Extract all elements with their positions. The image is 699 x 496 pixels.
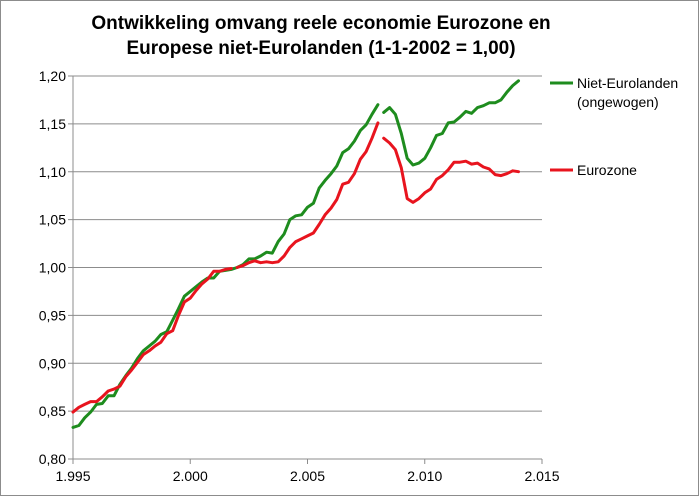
legend-label-0: Niet-Eurolanden [577,75,678,91]
series-lines [71,79,520,429]
x-tick-label: 1.995 [55,468,90,484]
y-tick-label: 0,85 [39,403,66,419]
x-tick-label: 2.010 [407,468,442,484]
legend-label-1: Eurozone [577,162,637,178]
x-tick-label: 2.005 [290,468,325,484]
y-tick-label: 1,15 [39,116,66,132]
series-1-line-segment-1 [235,121,380,269]
x-tick-label: 2.000 [173,468,208,484]
y-tick-label: 0,80 [39,451,66,467]
series-0-line-segment-1 [382,79,520,167]
y-tick-label: 1,10 [39,164,66,180]
legend-label-0-line-2: (ongewogen) [577,94,659,110]
series-0-line-segment-0 [71,103,380,429]
y-tick-label: 1,00 [39,260,66,276]
y-tick-label: 1,20 [39,68,66,84]
y-tick-label: 1,05 [39,212,66,228]
series-1-line-segment-2 [382,136,520,204]
series-1-line-segment-0 [71,267,233,414]
chart-title-line-1: Ontwikkeling omvang reele economie Euroz… [91,13,550,34]
legend: Niet-Eurolanden (ongewogen) Eurozone [550,75,678,178]
axes [68,75,543,464]
x-tick-label: 2.015 [524,468,559,484]
y-tick-label: 0,95 [39,307,66,323]
chart-title-line-2: Europese niet-Eurolanden (1-1-2002 = 1,0… [126,38,515,59]
y-tick-label: 0,90 [39,355,66,371]
gridlines [73,75,542,412]
tick-labels: 0,80 0,85 0,90 0,95 1,00 1,05 1,10 1,15 1,20 1.99… [39,68,560,484]
